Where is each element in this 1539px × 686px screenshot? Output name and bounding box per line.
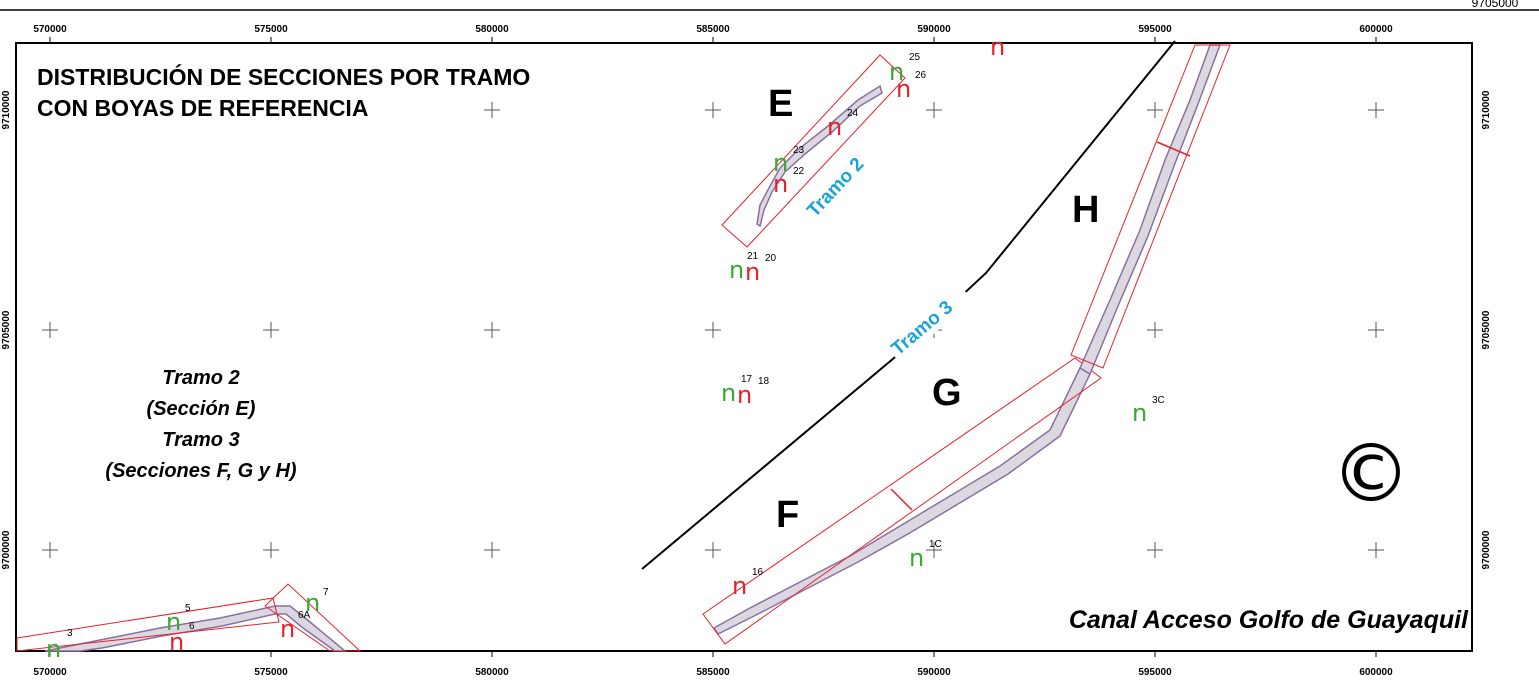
buoy-marker: n xyxy=(166,608,181,636)
section-divider-fg xyxy=(890,488,913,511)
buoy-marker: n xyxy=(909,544,924,572)
canal-name: Canal Acceso Golfo de Guayaquil xyxy=(1069,606,1469,634)
buoy-label: 6 xyxy=(189,621,195,632)
buoy-label: 3C xyxy=(1152,395,1165,406)
easting-tick: 600000 xyxy=(1359,667,1393,678)
northing-ticks-right: 9710000 9705000 9700000 xyxy=(1481,90,1492,569)
buoy-label: 22 xyxy=(793,166,805,177)
section-label-e: E xyxy=(768,83,793,125)
section-bl2-outline xyxy=(264,583,362,652)
easting-tick: 590000 xyxy=(917,24,951,35)
section-label-h: H xyxy=(1072,189,1099,231)
section-bottom-left-channel xyxy=(16,583,362,652)
section-fg-channel xyxy=(702,357,1102,645)
buoy-label: 16 xyxy=(752,567,764,578)
map-title-line-2: CON BOYAS DE REFERENCIA xyxy=(37,95,368,121)
easting-tick: 600000 xyxy=(1359,24,1393,35)
buoy-marker: n xyxy=(729,256,744,284)
buoy-label: 3 xyxy=(67,628,73,639)
easting-tick: 570000 xyxy=(33,667,67,678)
easting-tick: 595000 xyxy=(1138,667,1172,678)
legend-line: (Sección E) xyxy=(147,398,256,420)
buoy-label: 7 xyxy=(323,587,329,598)
channel-e xyxy=(756,84,883,228)
buoy-label: 24 xyxy=(847,108,859,119)
buoy-marker: n xyxy=(305,589,320,617)
easting-ticks-top: 570000 575000 580000 585000 590000 59500… xyxy=(33,24,1393,35)
section-e-channel xyxy=(721,54,906,248)
easting-tick: 575000 xyxy=(254,667,288,678)
buoy-marker: n xyxy=(773,170,788,198)
section-h-outline xyxy=(1070,44,1231,369)
northing-tick: 9700000 xyxy=(1,530,12,569)
tramo-3-label-bg xyxy=(884,282,974,363)
top-right-label: 9705000 xyxy=(1472,0,1519,10)
buoy-label: 18 xyxy=(758,376,770,387)
northing-tick: 9705000 xyxy=(1,310,12,349)
buoy-marker-partial: n xyxy=(990,33,1005,61)
buoy-label: 5 xyxy=(185,603,191,614)
section-fg-outline xyxy=(702,357,1102,645)
easting-tick: 585000 xyxy=(696,667,730,678)
section-label-g: G xyxy=(932,372,962,414)
easting-tick: 575000 xyxy=(254,24,288,35)
buoy-label: 1C xyxy=(929,539,942,550)
buoy-marker: n xyxy=(773,149,788,177)
easting-tick: 570000 xyxy=(33,24,67,35)
title-bg xyxy=(34,62,484,126)
buoy-label: 6A xyxy=(298,610,311,621)
section-divider-gh xyxy=(1156,141,1191,157)
legend-line: Tramo 2 xyxy=(162,367,239,389)
easting-tick: 585000 xyxy=(696,24,730,35)
frame-tick-marks xyxy=(49,37,1377,657)
section-label-f: F xyxy=(776,494,799,536)
channel-h xyxy=(1079,44,1222,376)
grid-crosses xyxy=(42,102,1384,558)
section-e-outline xyxy=(721,54,906,248)
easting-ticks-bottom: 570000 575000 580000 585000 590000 59500… xyxy=(33,667,1393,678)
northing-tick: 9710000 xyxy=(1481,90,1492,129)
buoy-label: 21 xyxy=(747,251,759,262)
map-frame xyxy=(15,42,1473,652)
northing-tick: 9705000 xyxy=(1481,310,1492,349)
tramo-2-label: Tramo 2 xyxy=(803,154,868,222)
easting-tick: 595000 xyxy=(1138,24,1172,35)
section-h-channel xyxy=(1070,44,1231,376)
buoy-marker: n xyxy=(1132,399,1147,427)
copyright-icon: © xyxy=(1331,427,1411,520)
buoy-marker: n xyxy=(732,572,747,600)
tramo-division-line xyxy=(641,40,1176,570)
buoy-marker: n xyxy=(280,615,295,643)
buoy-marker: n xyxy=(46,635,61,663)
map-title-line-1: DISTRIBUCIÓN DE SECCIONES POR TRAMO xyxy=(37,63,530,90)
buoy-marker: n xyxy=(745,258,760,286)
tramo-3-label: Tramo 3 xyxy=(888,297,957,360)
buoys: n 3 n 5 n 6 n 7 n 6A n 16 n 17 n 18 n 21… xyxy=(46,33,1165,663)
buoy-marker: n xyxy=(169,628,184,656)
buoy-label: 20 xyxy=(765,253,777,264)
legend-line: Tramo 3 xyxy=(162,429,239,451)
section-bl-outline xyxy=(16,597,280,652)
buoy-marker: n xyxy=(737,381,752,409)
buoy-marker: n xyxy=(721,379,736,407)
buoy-marker: n xyxy=(896,75,911,103)
tramo-legend: Tramo 2 (Sección E) Tramo 3 (Secciones F… xyxy=(105,367,297,482)
buoy-label: 17 xyxy=(741,374,753,385)
buoy-marker: n xyxy=(827,113,842,141)
legend-line: (Secciones F, G y H) xyxy=(105,460,297,482)
buoy-marker: n xyxy=(889,58,904,86)
northing-ticks-left: 9710000 9705000 9700000 xyxy=(1,90,12,569)
buoy-label: 23 xyxy=(793,145,805,156)
northing-tick: 9710000 xyxy=(1,90,12,129)
buoy-label: 25 xyxy=(909,52,921,63)
easting-tick: 590000 xyxy=(917,667,951,678)
buoy-label: 26 xyxy=(915,70,927,81)
easting-tick: 580000 xyxy=(475,24,509,35)
easting-tick: 580000 xyxy=(475,667,509,678)
northing-tick: 9700000 xyxy=(1481,530,1492,569)
